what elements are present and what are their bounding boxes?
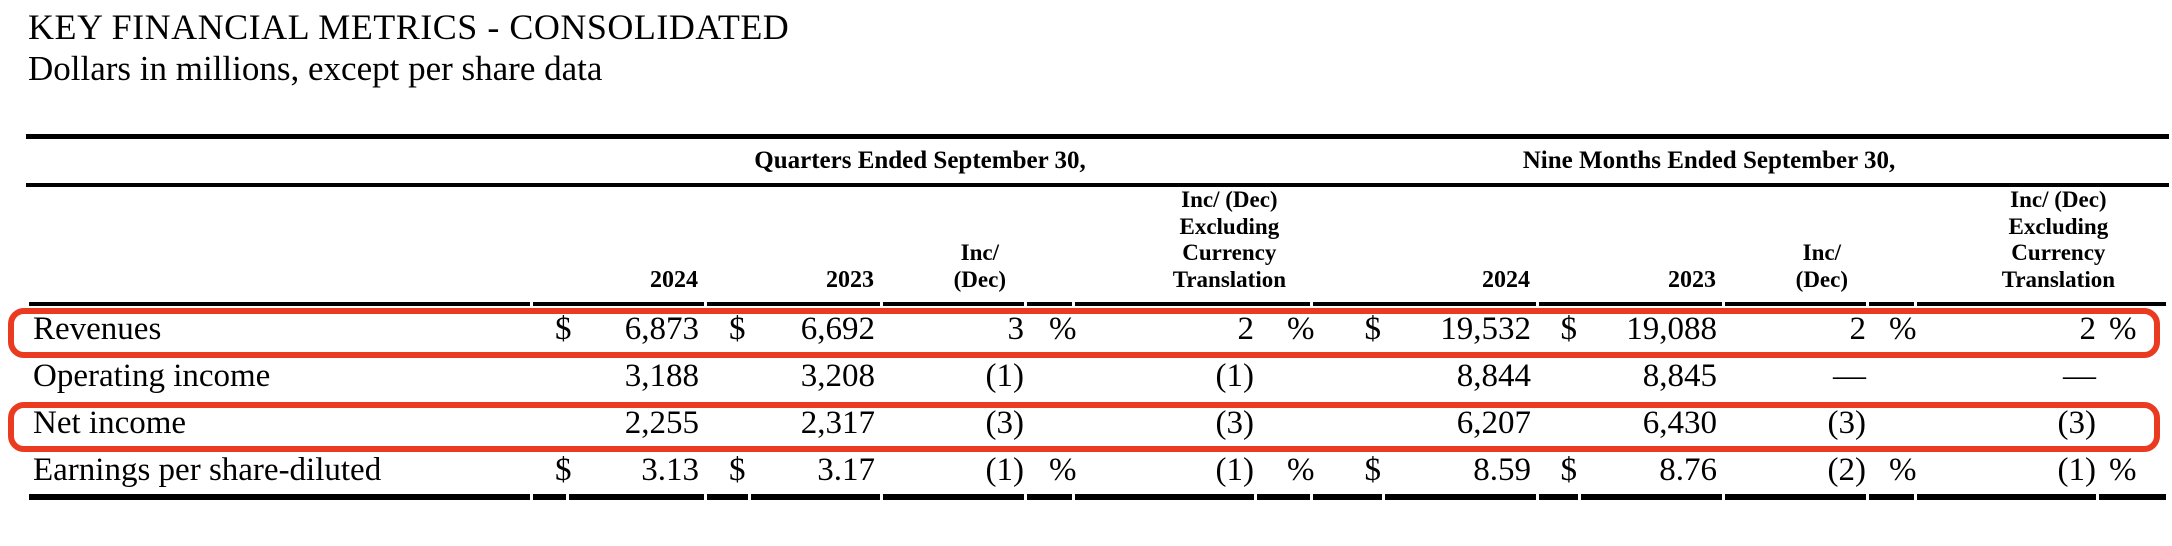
value-cell: 2 (2079, 310, 2097, 347)
value-cell: (1) (883, 447, 1024, 500)
value-cell: 2,255 (624, 404, 699, 441)
value-cell: 6,430 (1642, 404, 1718, 441)
header-q-excl-currency: Inc/ (Dec) Excluding Currency Translatio… (1075, 187, 1311, 306)
dollar-sign: $ (1539, 447, 1579, 500)
value-cell: (1) (1917, 447, 2097, 500)
page-title: KEY FINANCIAL METRICS - CONSOLIDATED (28, 7, 790, 47)
value-cell: 19,088 (1626, 310, 1718, 347)
header-nm-2024: 2024 (1313, 187, 1537, 306)
value-cell: (1) (985, 357, 1024, 394)
percent-sign (1257, 353, 1310, 400)
dollar-sign: $ (1313, 447, 1383, 500)
percent-sign: % (2109, 310, 2137, 347)
table-row-revenues: Revenues $ 6,873 $ 6,692 3 % 2 % $ 19,53… (29, 306, 2166, 353)
dollar-sign (1313, 400, 1382, 447)
value-cell: (2) (1725, 447, 1867, 500)
section-header-quarters: Quarters Ended September 30, (754, 147, 1086, 174)
value-cell: (1) (1215, 357, 1254, 394)
percent-sign (1869, 400, 1914, 447)
header-nm-inc-dec: Inc/ (Dec) (1725, 187, 1867, 306)
page-subtitle: Dollars in millions, except per share da… (28, 49, 603, 88)
dollar-sign: $ (555, 310, 572, 347)
value-cell: 2 (1849, 310, 1867, 347)
value-cell: 8.76 (1581, 447, 1723, 500)
header-nm-excl-currency: Inc/ (Dec) Excluding Currency Translatio… (1917, 187, 2167, 306)
section-header-nine-months: Nine Months Ended September 30, (1522, 147, 1896, 174)
row-label: Net income (33, 404, 187, 441)
value-cell: 2 (1237, 310, 1255, 347)
value-cell: 2,317 (800, 404, 875, 441)
header-q-2024: 2024 (533, 187, 704, 306)
value-cell: (3) (985, 404, 1024, 441)
value-cell: 3 (1007, 310, 1025, 347)
percent-sign: % (1257, 447, 1315, 500)
table-row-operating-income: Operating income 3,188 3,208 (1) (1) 8,8… (29, 353, 2166, 400)
section-divider-rule (26, 183, 2169, 187)
dollar-sign (1539, 400, 1578, 447)
percent-sign (2099, 400, 2166, 447)
percent-sign: % (1287, 310, 1315, 347)
header-spacer (1027, 187, 1072, 306)
value-cell: 6,873 (624, 310, 699, 347)
table-row-eps-diluted: Earnings per share-diluted $ 3.13 $ 3.17… (29, 447, 2167, 500)
row-label: Earnings per share-diluted (29, 447, 530, 500)
dollar-sign: $ (1364, 310, 1382, 347)
row-label: Revenues (33, 310, 162, 347)
percent-sign (1027, 400, 1072, 447)
header-spacer (1869, 187, 1915, 306)
percent-sign: % (2099, 447, 2167, 500)
table-top-rule (26, 134, 2169, 139)
value-cell: 8,844 (1456, 357, 1532, 394)
percent-sign: % (1027, 447, 1077, 500)
value-cell: 6,692 (800, 310, 875, 347)
percent-sign (1027, 353, 1072, 400)
dollar-sign (533, 353, 566, 400)
value-cell: (3) (1215, 404, 1254, 441)
value-cell: (3) (2057, 404, 2097, 441)
value-cell: 8,845 (1642, 357, 1718, 394)
value-cell: 6,207 (1456, 404, 1532, 441)
value-cell: (3) (1827, 404, 1867, 441)
header-spacer (29, 187, 530, 306)
dollar-sign (707, 400, 748, 447)
value-cell: 3.13 (569, 447, 704, 500)
percent-sign (1869, 353, 1914, 400)
percent-sign: % (1869, 447, 1917, 500)
row-label: Operating income (33, 357, 271, 394)
financial-metrics-table-wrap: Quarters Ended September 30, Nine Months… (26, 134, 2169, 500)
percent-sign (2099, 353, 2166, 400)
section-header-row: Quarters Ended September 30, Nine Months… (26, 139, 2169, 183)
dollar-sign: $ (707, 447, 748, 500)
value-cell: — (2063, 357, 2097, 394)
header-nm-2023: 2023 (1539, 187, 1723, 306)
dollar-sign: $ (729, 310, 746, 347)
value-cell: 3.17 (751, 447, 880, 500)
dollar-sign (1539, 353, 1578, 400)
value-cell: — (1833, 357, 1867, 394)
dollar-sign (533, 400, 566, 447)
value-cell: 3,208 (800, 357, 875, 394)
value-cell: 8.59 (1385, 447, 1537, 500)
dollar-sign (707, 353, 748, 400)
financial-metrics-table: 2024 2023 Inc/ (Dec) Inc/ (Dec) Excludin… (26, 187, 2169, 500)
percent-sign: % (1889, 310, 1917, 347)
column-header-row: 2024 2023 Inc/ (Dec) Inc/ (Dec) Excludin… (29, 187, 2167, 306)
percent-sign: % (1049, 310, 1077, 347)
value-cell: 19,532 (1440, 310, 1532, 347)
table-row-net-income: Net income 2,255 2,317 (3) (3) 6,207 6,4… (29, 400, 2166, 447)
dollar-sign: $ (533, 447, 572, 500)
percent-sign (1257, 400, 1310, 447)
value-cell: 3,188 (624, 357, 699, 394)
value-cell: (1) (1075, 447, 1254, 500)
dollar-sign (1313, 353, 1382, 400)
header-q-2023: 2023 (707, 187, 880, 306)
header-q-inc-dec: Inc/ (Dec) (883, 187, 1024, 306)
dollar-sign: $ (1560, 310, 1578, 347)
